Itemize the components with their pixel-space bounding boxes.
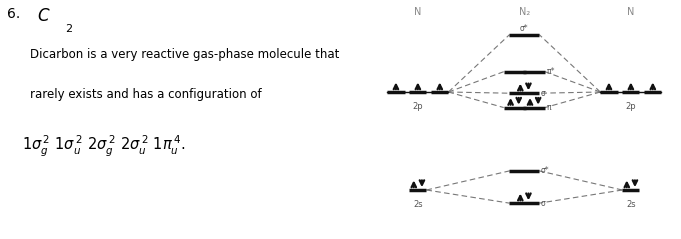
- Text: rarely exists and has a configuration of: rarely exists and has a configuration of: [30, 88, 262, 101]
- Text: N: N: [627, 7, 635, 17]
- Text: π*: π*: [547, 67, 555, 76]
- Text: 2p: 2p: [626, 102, 636, 111]
- Text: σ*: σ*: [541, 166, 550, 175]
- Text: 2s: 2s: [626, 200, 635, 209]
- Text: 2: 2: [65, 24, 73, 34]
- Text: Dicarbon is a very reactive gas-phase molecule that: Dicarbon is a very reactive gas-phase mo…: [30, 48, 339, 61]
- Text: N₂: N₂: [519, 7, 530, 17]
- Text: σ: σ: [541, 89, 545, 98]
- Text: 2s: 2s: [413, 200, 423, 209]
- Text: N: N: [414, 7, 422, 17]
- Text: $1\sigma_g^{\,2}\ 1\sigma_u^{\,2}\ 2\sigma_g^{\,2}\ 2\sigma_u^{\,2}\ 1\pi_u^{\,4: $1\sigma_g^{\,2}\ 1\sigma_u^{\,2}\ 2\sig…: [22, 134, 186, 159]
- Text: $\mathit{C}$: $\mathit{C}$: [37, 7, 51, 25]
- Text: σ: σ: [541, 199, 545, 208]
- Text: 2p: 2p: [413, 102, 423, 111]
- Text: π: π: [547, 103, 551, 112]
- Text: 6.: 6.: [7, 7, 20, 21]
- Text: σ*: σ*: [520, 24, 528, 33]
